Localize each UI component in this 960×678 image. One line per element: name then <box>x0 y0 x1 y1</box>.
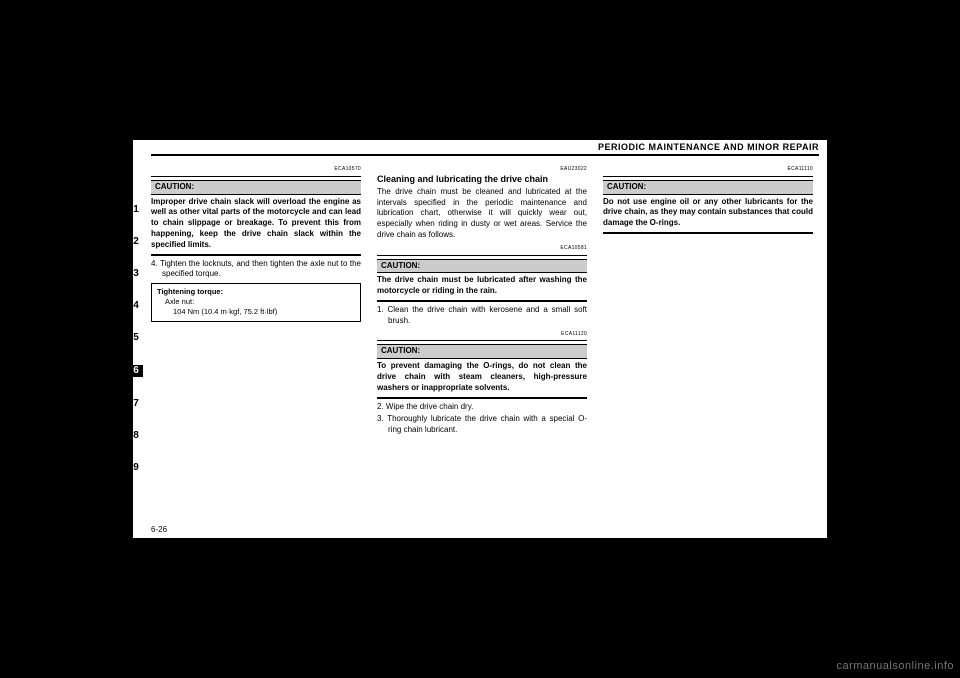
caution-body: To prevent damaging the O-rings, do not … <box>377 361 587 393</box>
page-number: 6-26 <box>151 525 167 534</box>
side-tab-4: 4 <box>129 301 143 311</box>
column-3: ECA11110 CAUTION: Do not use engine oil … <box>603 162 813 237</box>
caution-label: CAUTION: <box>151 180 361 195</box>
side-tab-6-active: 6 <box>129 365 143 377</box>
ref-code: ECA10581 <box>377 245 587 252</box>
step-4: 4. Tighten the locknuts, and then tighte… <box>151 259 361 281</box>
rule <box>377 340 587 341</box>
column-2: EAU23022 Cleaning and lubricating the dr… <box>377 162 587 438</box>
rule <box>377 397 587 399</box>
caution-body: Improper drive chain slack will overload… <box>151 197 361 251</box>
rule <box>603 176 813 177</box>
torque-spec-box: Tightening torque: Axle nut: 104 Nm (10.… <box>151 283 361 321</box>
side-tab-numbers: 1 2 3 4 5 6 7 8 9 <box>129 205 143 495</box>
ref-code: ECA11120 <box>377 331 587 338</box>
rule <box>377 300 587 302</box>
ref-code: EAU23022 <box>377 166 587 173</box>
caution-body: The drive chain must be lubricated after… <box>377 275 587 297</box>
ref-code: ECA10570 <box>151 166 361 173</box>
side-tab-8: 8 <box>129 431 143 441</box>
header-rule <box>151 154 819 156</box>
rule <box>603 232 813 234</box>
side-tab-9: 9 <box>129 463 143 473</box>
caution-label: CAUTION: <box>603 180 813 195</box>
caution-label: CAUTION: <box>377 344 587 359</box>
side-tab-7: 7 <box>129 399 143 409</box>
column-1: ECA10570 CAUTION: Improper drive chain s… <box>151 162 361 325</box>
side-tab-2: 2 <box>129 237 143 247</box>
side-tab-3: 3 <box>129 269 143 279</box>
side-tab-5: 5 <box>129 333 143 343</box>
watermark: carmanualsonline.info <box>836 660 954 672</box>
manual-page: PERIODIC MAINTENANCE AND MINOR REPAIR 1 … <box>133 140 827 538</box>
torque-label: Axle nut: <box>157 297 355 307</box>
side-tab-1: 1 <box>129 205 143 215</box>
torque-title: Tightening torque: <box>157 287 355 297</box>
rule <box>151 176 361 177</box>
rule <box>151 254 361 256</box>
caution-label: CAUTION: <box>377 259 587 274</box>
step-3: 3. Thoroughly lubricate the drive chain … <box>377 414 587 436</box>
section-header: PERIODIC MAINTENANCE AND MINOR REPAIR <box>598 142 819 152</box>
step-2: 2. Wipe the drive chain dry. <box>377 402 587 413</box>
step-1: 1. Clean the drive chain with kerosene a… <box>377 305 587 327</box>
intro-paragraph: The drive chain must be cleaned and lubr… <box>377 187 587 241</box>
torque-value: 104 Nm (10.4 m·kgf, 75.2 ft·lbf) <box>157 307 355 317</box>
section-title: Cleaning and lubricating the drive chain <box>377 173 587 185</box>
rule <box>377 255 587 256</box>
ref-code: ECA11110 <box>603 166 813 173</box>
caution-body: Do not use engine oil or any other lubri… <box>603 197 813 229</box>
